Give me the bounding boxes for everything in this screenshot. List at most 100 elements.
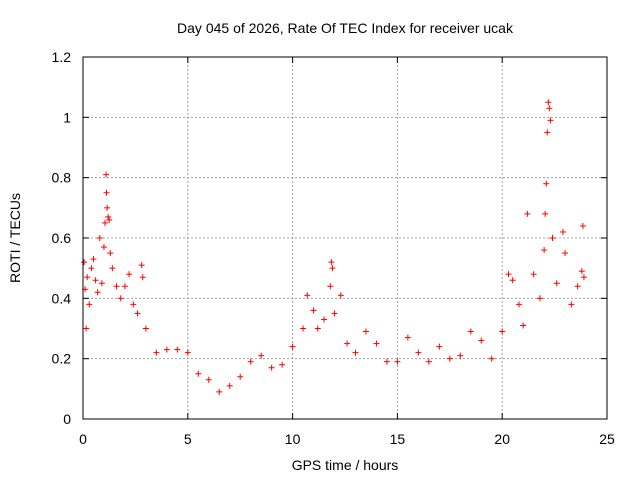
data-point <box>337 292 344 299</box>
data-point <box>328 259 335 266</box>
data-point <box>104 204 111 211</box>
data-point <box>546 105 553 112</box>
data-point <box>352 349 359 356</box>
y-tick-label: 1 <box>63 109 71 125</box>
data-point <box>331 310 338 317</box>
data-point <box>184 349 191 356</box>
data-point <box>329 265 336 272</box>
data-point <box>578 268 585 275</box>
data-point <box>505 271 512 278</box>
data-point <box>574 283 581 290</box>
data-point <box>103 189 110 196</box>
data-point <box>258 352 265 359</box>
x-tick-label: 20 <box>494 431 510 447</box>
y-tick-label: 0.4 <box>52 290 72 306</box>
data-point <box>542 210 549 217</box>
data-point <box>109 265 116 272</box>
data-point <box>304 292 311 299</box>
data-point <box>81 259 88 266</box>
data-point <box>524 210 531 217</box>
data-point <box>404 334 411 341</box>
data-point <box>314 325 321 332</box>
data-point <box>107 250 114 257</box>
data-point <box>153 349 160 356</box>
data-point <box>580 274 587 281</box>
data-point <box>544 129 551 136</box>
y-axis-ticks: 0 0.2 0.4 0.6 0.8 1 1.2 <box>52 49 607 427</box>
x-tick-label: 5 <box>184 431 192 447</box>
chart-title: Day 045 of 2026, Rate Of TEC Index for r… <box>177 20 514 36</box>
data-point <box>446 355 453 362</box>
data-point <box>547 117 554 124</box>
data-point <box>415 349 422 356</box>
data-point <box>142 325 149 332</box>
y-tick-label: 0 <box>63 411 71 427</box>
data-point <box>289 343 296 350</box>
data-point <box>84 274 91 281</box>
x-axis-ticks: 0 5 10 15 20 25 <box>79 57 615 447</box>
data-point <box>90 256 97 263</box>
data-point <box>425 358 432 365</box>
data-point <box>279 361 286 368</box>
data-point <box>520 322 527 329</box>
y-tick-label: 0.8 <box>52 170 72 186</box>
data-point <box>130 301 137 308</box>
data-point <box>134 310 141 317</box>
data-point <box>205 376 212 383</box>
data-point <box>86 301 93 308</box>
data-point <box>509 277 516 284</box>
data-point <box>321 316 328 323</box>
y-tick-label: 0.2 <box>52 351 72 367</box>
data-point <box>100 244 107 251</box>
data-point <box>310 307 317 314</box>
data-point <box>545 99 552 106</box>
data-point <box>138 262 145 269</box>
x-tick-label: 15 <box>390 431 406 447</box>
data-point <box>499 328 506 335</box>
x-tick-label: 25 <box>599 431 615 447</box>
data-point <box>268 364 275 371</box>
data-point <box>113 283 120 290</box>
data-point <box>121 283 128 290</box>
data-point <box>163 346 170 353</box>
data-point <box>543 180 550 187</box>
data-point <box>568 301 575 308</box>
data-points <box>81 99 587 395</box>
data-point <box>327 283 334 290</box>
data-point <box>195 370 202 377</box>
data-point <box>478 337 485 344</box>
data-point <box>216 388 223 395</box>
data-point <box>96 235 103 241</box>
x-axis-label: GPS time / hours <box>292 457 399 473</box>
data-point <box>83 325 90 332</box>
grid-lines <box>83 57 607 419</box>
data-point <box>530 271 537 278</box>
data-point <box>300 325 307 332</box>
data-point <box>515 301 522 308</box>
y-axis-label: ROTI / TECUs <box>7 193 23 283</box>
data-point <box>436 343 443 350</box>
data-point <box>559 228 566 235</box>
data-point <box>103 171 110 178</box>
data-point <box>467 328 474 335</box>
y-tick-label: 0.6 <box>52 230 72 246</box>
y-tick-label: 1.2 <box>52 49 72 65</box>
data-point <box>536 295 543 302</box>
data-point <box>94 289 101 296</box>
data-point <box>174 346 181 353</box>
data-point <box>117 295 124 302</box>
x-tick-label: 0 <box>79 431 87 447</box>
data-point <box>373 340 380 347</box>
data-point <box>92 277 99 284</box>
data-point <box>88 265 95 272</box>
data-point <box>226 382 233 389</box>
data-point <box>579 222 586 229</box>
data-point <box>98 280 105 287</box>
data-point <box>237 373 244 380</box>
data-point <box>488 355 495 362</box>
data-point <box>549 235 556 241</box>
data-point <box>247 358 254 365</box>
data-point <box>105 213 112 220</box>
data-point <box>126 271 133 278</box>
